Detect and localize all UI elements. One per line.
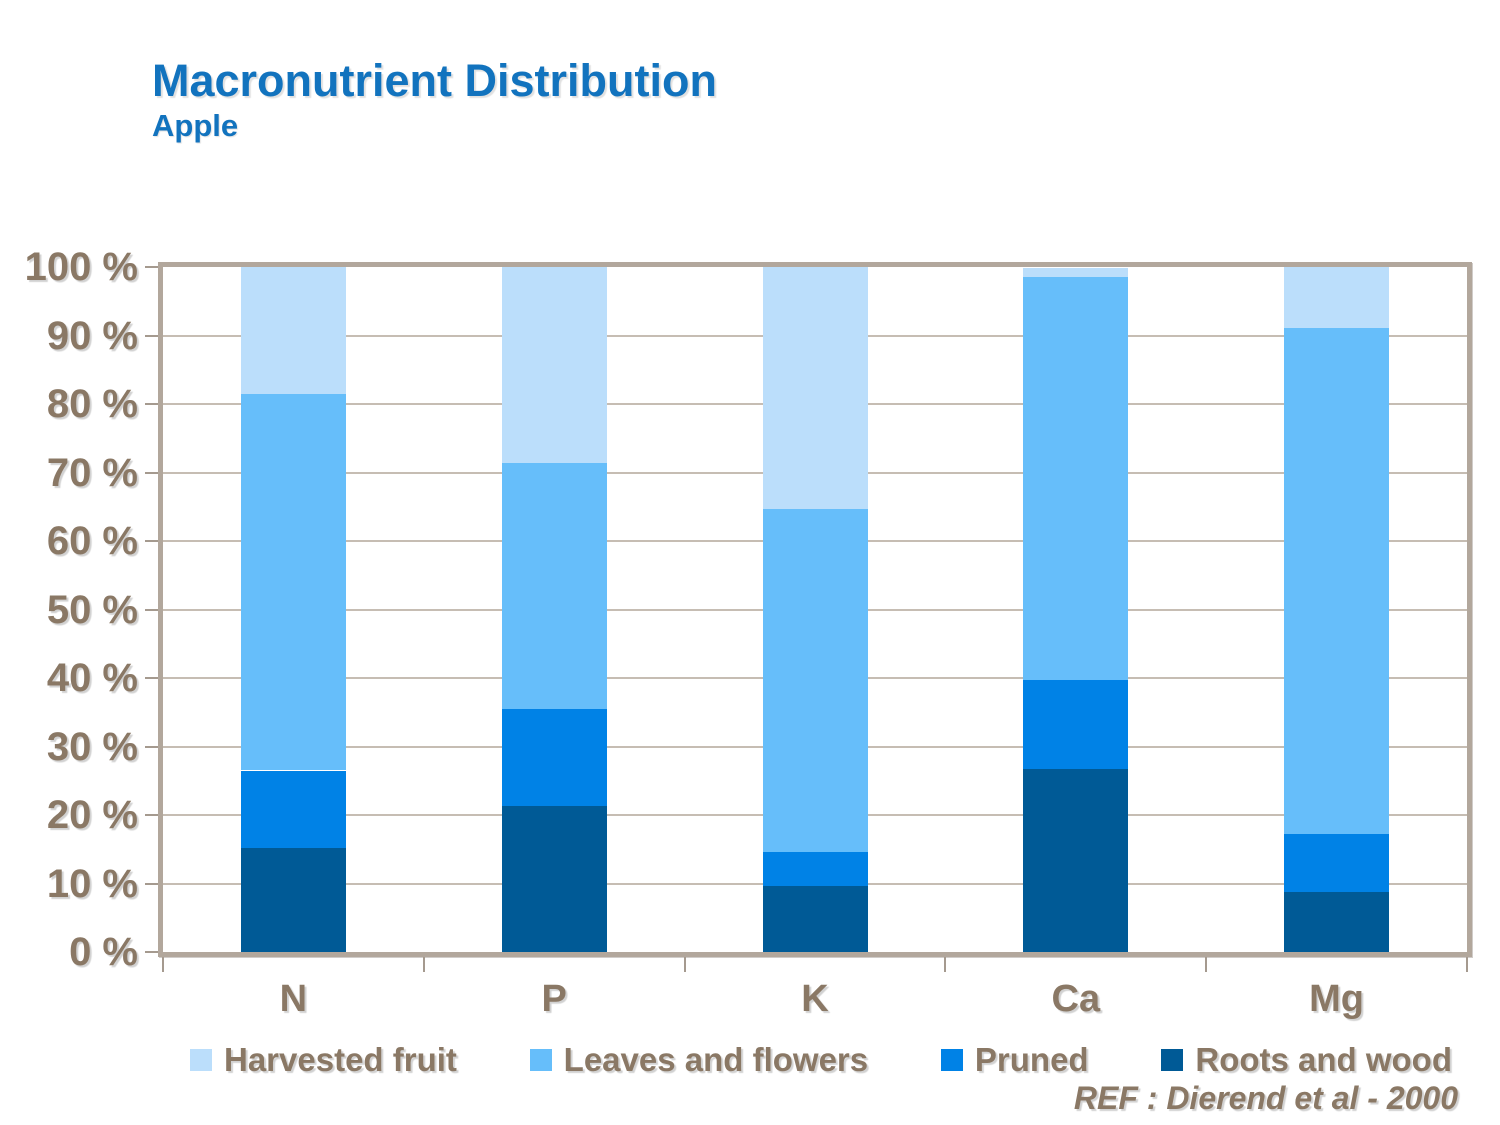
bar-segment bbox=[1284, 892, 1390, 952]
y-axis-tick bbox=[145, 403, 158, 405]
y-axis-label: 0 % bbox=[69, 930, 138, 974]
legend-label: Pruned bbox=[974, 1041, 1089, 1078]
bar-segment bbox=[501, 267, 607, 463]
y-axis-label: 20 % bbox=[46, 793, 138, 837]
y-axis-tick bbox=[145, 951, 158, 953]
legend-item: Leaves and flowers bbox=[529, 1041, 869, 1079]
bar-segment bbox=[762, 267, 868, 509]
legend-label: Leaves and flowers bbox=[563, 1041, 869, 1078]
bar-segment bbox=[240, 847, 346, 952]
x-axis-tick bbox=[1205, 957, 1208, 972]
bar-segment bbox=[240, 393, 346, 771]
bar-N bbox=[240, 267, 346, 952]
bar-segment bbox=[762, 852, 868, 887]
legend-label: Roots and wood bbox=[1195, 1041, 1452, 1078]
y-axis-label: 60 % bbox=[46, 519, 138, 563]
x-axis-label: P bbox=[541, 978, 567, 1020]
x-axis-tick bbox=[422, 957, 425, 972]
y-axis-label: 10 % bbox=[46, 861, 138, 906]
bar-segment bbox=[1023, 268, 1129, 278]
bar-segment bbox=[1023, 680, 1129, 770]
x-axis-label: Ca bbox=[1051, 978, 1101, 1020]
y-axis-label: 90 % bbox=[46, 313, 138, 358]
y-axis-tick bbox=[145, 745, 158, 748]
y-axis-label: 40 % bbox=[46, 656, 138, 700]
bar-P bbox=[501, 267, 607, 952]
y-axis-tick bbox=[145, 334, 158, 337]
bar-segment bbox=[1284, 833, 1390, 893]
legend-item: Harvested fruit bbox=[190, 1041, 457, 1079]
bar-segment bbox=[240, 267, 346, 394]
x-axis-tick bbox=[1466, 957, 1468, 972]
x-axis-label: N bbox=[279, 978, 308, 1020]
y-axis-label: 70 % bbox=[46, 450, 138, 495]
y-axis-tick bbox=[145, 608, 158, 611]
x-axis-tick bbox=[944, 957, 947, 972]
y-axis-label: 80 % bbox=[46, 382, 138, 426]
bar-Mg bbox=[1284, 267, 1390, 952]
reference-text: REF : Dierend et al - 2000 bbox=[1073, 1080, 1458, 1116]
y-axis-tick bbox=[145, 882, 158, 885]
bar-K bbox=[762, 267, 868, 952]
y-axis-label: 50 % bbox=[46, 587, 138, 632]
y-axis-tick bbox=[145, 471, 158, 474]
bar-segment bbox=[501, 806, 607, 952]
x-axis-label: Mg bbox=[1309, 978, 1365, 1020]
legend-swatch bbox=[190, 1049, 212, 1071]
legend-label: Harvested fruit bbox=[224, 1041, 457, 1078]
bar-segment bbox=[1023, 769, 1129, 952]
bar-segment bbox=[240, 770, 346, 848]
bar-segment bbox=[1284, 267, 1390, 328]
bar-Ca bbox=[1023, 267, 1129, 952]
x-axis-label: K bbox=[801, 978, 829, 1020]
chart-subtitle: Apple bbox=[152, 108, 239, 143]
legend-swatch bbox=[529, 1049, 552, 1071]
legend-item: Roots and wood bbox=[1161, 1041, 1452, 1079]
legend-swatch bbox=[940, 1049, 963, 1071]
chart-legend: Harvested fruit Leaves and flowers Pruned R… bbox=[190, 1038, 1452, 1082]
y-axis-tick bbox=[145, 814, 158, 816]
bar-segment bbox=[501, 462, 607, 709]
x-axis-tick bbox=[162, 957, 164, 972]
bar-segment bbox=[762, 886, 868, 952]
y-axis-tick bbox=[145, 266, 158, 268]
y-axis-tick bbox=[145, 677, 158, 679]
bar-segment bbox=[1284, 327, 1390, 834]
bar-segment bbox=[501, 708, 607, 807]
x-axis-tick bbox=[683, 957, 686, 972]
chart-title: Macronutrient Distribution bbox=[152, 55, 717, 106]
y-axis-label: 30 % bbox=[46, 724, 138, 769]
bar-segment bbox=[1023, 277, 1129, 681]
chart-plot-area bbox=[158, 262, 1472, 957]
legend-swatch bbox=[1161, 1049, 1184, 1071]
y-axis-tick bbox=[145, 540, 158, 542]
y-axis-label: 100 % bbox=[24, 245, 138, 289]
bar-segment bbox=[762, 508, 868, 852]
legend-item: Pruned bbox=[940, 1041, 1089, 1079]
